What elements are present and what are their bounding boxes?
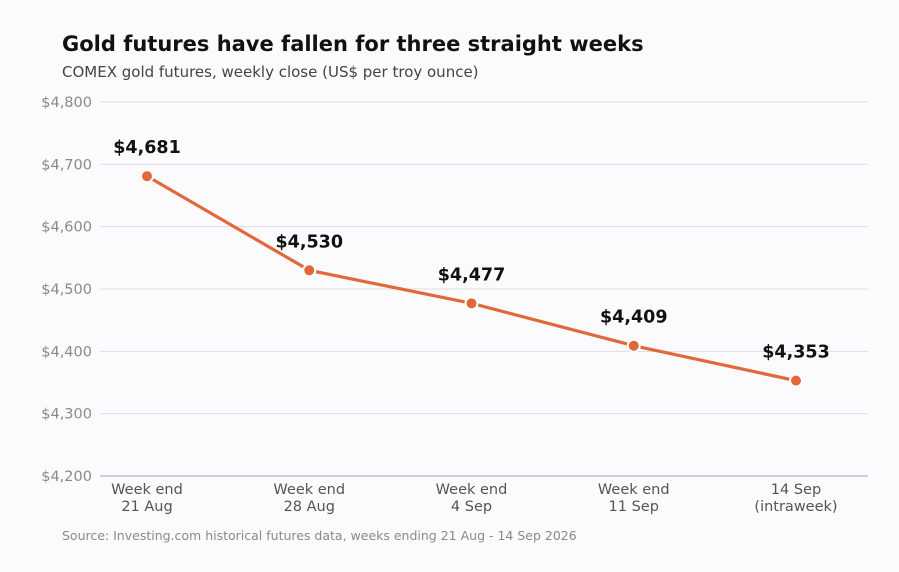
gridlines <box>100 101 868 477</box>
data-points <box>140 169 803 388</box>
data-label: $4,353 <box>762 343 830 363</box>
chart-title: Gold futures have fallen for three strai… <box>62 32 644 56</box>
data-point <box>140 169 154 184</box>
y-tick-label: $4,300 <box>41 407 92 423</box>
y-tick-label: $4,700 <box>41 157 92 173</box>
source-note: Source: Investing.com historical futures… <box>62 528 577 543</box>
y-axis-ticks: $4,200 $4,300 $4,400 $4,500 $4,600 $4,700 $4,8… <box>41 95 92 485</box>
y-tick-label: $4,200 <box>41 469 92 485</box>
data-label: $4,681 <box>113 138 181 158</box>
y-tick-label: $4,500 <box>41 282 92 298</box>
x-tick-label: Week end 11 Sep <box>598 482 670 515</box>
chart-subtitle: COMEX gold futures, weekly close (US$ pe… <box>62 63 479 81</box>
data-label: $4,477 <box>438 265 506 285</box>
x-tick-label: Week end 21 Aug <box>111 482 183 515</box>
x-tick-label: 14 Sep (intraweek) <box>754 482 837 515</box>
y-tick-label: $4,400 <box>41 344 92 360</box>
data-label: $4,409 <box>600 308 668 328</box>
data-point <box>626 338 641 353</box>
x-tick-label: Week end 4 Sep <box>436 482 508 515</box>
data-point <box>464 296 479 311</box>
x-tick-label: Week end 28 Aug <box>273 482 345 515</box>
y-tick-label: $4,600 <box>41 220 92 236</box>
data-point <box>302 263 317 278</box>
data-labels: $4,681 $4,530 $4,477 $4,409 $4,353 <box>113 138 830 362</box>
data-label: $4,530 <box>275 232 343 252</box>
x-axis-ticks: Week end 21 Aug Week end 28 Aug Week end 4 Se… <box>111 482 837 515</box>
data-point <box>789 373 803 388</box>
y-tick-label: $4,800 <box>41 95 92 111</box>
